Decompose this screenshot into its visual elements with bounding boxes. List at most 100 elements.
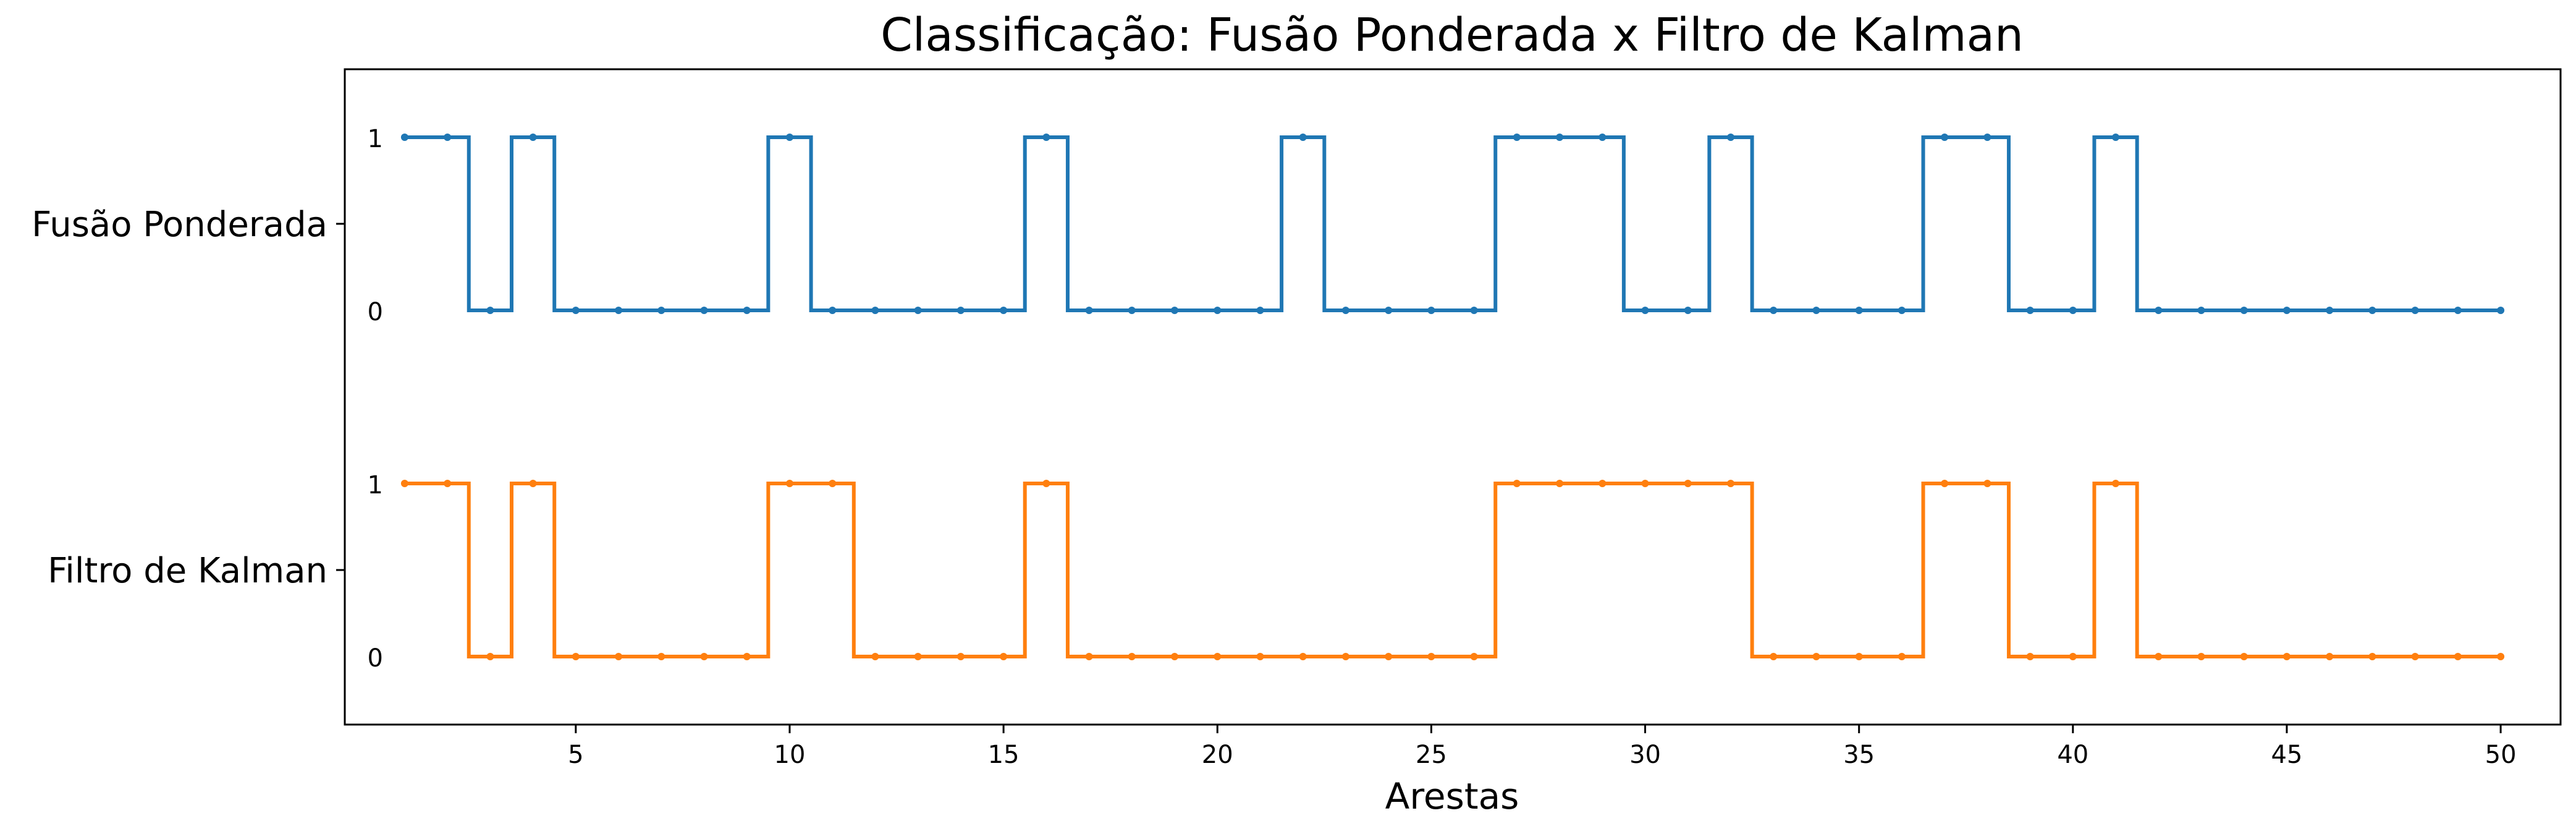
data-point (956, 307, 965, 314)
data-point (2454, 307, 2462, 314)
data-point (914, 653, 922, 660)
data-point (743, 653, 751, 660)
x-tick-label: 25 (1416, 741, 1447, 769)
data-point (2326, 653, 2334, 660)
data-point (1898, 653, 1906, 660)
x-tick-label: 35 (1843, 741, 1875, 769)
data-point (1598, 480, 1607, 487)
data-point (1341, 653, 1349, 660)
data-point (1855, 653, 1863, 660)
data-point (700, 307, 708, 314)
data-point (871, 653, 879, 660)
data-point (1256, 653, 1264, 660)
data-point (1812, 653, 1820, 660)
x-tick-label: 20 (1202, 741, 1233, 769)
data-point (1000, 307, 1008, 314)
data-point (1085, 307, 1093, 314)
data-point (2112, 134, 2120, 141)
data-point (1341, 307, 1349, 314)
data-point (1427, 653, 1435, 660)
data-point (2454, 653, 2462, 660)
data-point (1470, 653, 1478, 660)
x-tick-label: 30 (1629, 741, 1661, 769)
data-point (1684, 480, 1692, 487)
data-point (1641, 480, 1649, 487)
data-point (1812, 307, 1820, 314)
data-point (743, 307, 751, 314)
data-point (1470, 307, 1478, 314)
data-point (1513, 134, 1521, 141)
data-point (785, 480, 793, 487)
data-point (1726, 480, 1734, 487)
level-label-low: 0 (368, 298, 383, 326)
x-tick-label: 50 (2485, 741, 2517, 769)
x-tick-label: 15 (988, 741, 1020, 769)
data-point (1726, 134, 1734, 141)
y-axis: Fusão Ponderada Filtro de Kalman (32, 205, 345, 591)
data-point (572, 653, 580, 660)
data-point (615, 653, 623, 660)
data-point (1085, 653, 1093, 660)
x-tick-label: 10 (774, 741, 806, 769)
data-point (1941, 134, 1949, 141)
x-axis-label: Arestas (1385, 775, 1519, 817)
data-point (1214, 307, 1222, 314)
data-point (1770, 653, 1778, 660)
data-point (2155, 307, 2163, 314)
data-point (2155, 653, 2163, 660)
data-point (615, 307, 623, 314)
y-tick-label: Filtro de Kalman (48, 551, 327, 591)
data-point (2326, 307, 2334, 314)
data-point (1598, 134, 1607, 141)
data-point (400, 480, 408, 487)
data-point (2497, 307, 2505, 314)
x-axis: 5 10 15 20 25 30 35 40 45 50 (568, 725, 2517, 769)
data-point (1855, 307, 1863, 314)
data-point (700, 653, 708, 660)
chart-title: Classificação: Fusão Ponderada x Filtro … (880, 9, 2024, 62)
series-2 (400, 480, 2505, 660)
data-point (1427, 307, 1435, 314)
data-point (486, 307, 494, 314)
data-point (2368, 307, 2376, 314)
data-point (529, 134, 537, 141)
data-point (1385, 653, 1393, 660)
data-point (1941, 480, 1949, 487)
data-point (1299, 653, 1307, 660)
data-point (871, 307, 879, 314)
data-point (400, 134, 408, 141)
data-point (1898, 307, 1906, 314)
data-point (956, 653, 965, 660)
data-point (486, 653, 494, 660)
x-tick-label: 45 (2271, 741, 2302, 769)
data-point (2368, 653, 2376, 660)
data-point (1556, 480, 1564, 487)
data-point (2411, 307, 2419, 314)
data-point (1385, 307, 1393, 314)
data-point (2197, 307, 2205, 314)
data-point (1299, 134, 1307, 141)
data-point (785, 134, 793, 141)
data-point (529, 480, 537, 487)
series-1 (400, 134, 2505, 314)
data-point (2026, 307, 2034, 314)
data-point (1214, 653, 1222, 660)
data-point (444, 480, 452, 487)
data-point (1983, 480, 1991, 487)
data-point (2112, 480, 2120, 487)
data-point (1171, 653, 1179, 660)
x-tick-label: 5 (568, 741, 583, 769)
data-point (1128, 653, 1136, 660)
data-point (2026, 653, 2034, 660)
data-point (1128, 307, 1136, 314)
y-tick-label: Fusão Ponderada (32, 205, 327, 245)
data-point (444, 134, 452, 141)
data-point (829, 480, 837, 487)
data-point (657, 653, 665, 660)
data-point (572, 307, 580, 314)
data-point (2283, 653, 2291, 660)
level-label-high: 1 (368, 125, 383, 153)
data-point (2497, 653, 2505, 660)
